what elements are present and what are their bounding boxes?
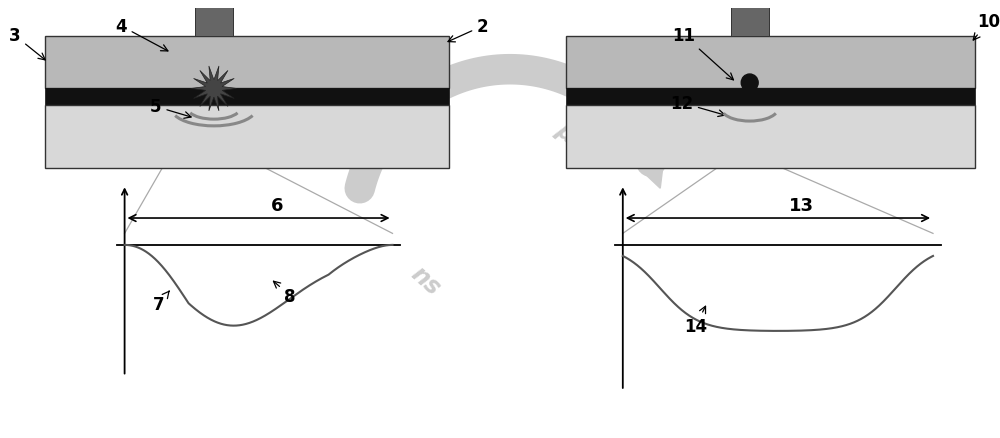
Text: 9: 9 [0,437,1,438]
Bar [566,36,975,89]
Bar [566,106,975,169]
Bar [195,0,233,36]
Text: 1: 1 [0,437,1,438]
Text: 14: 14 [684,307,707,336]
Bar [45,106,449,169]
Text: ns: ns [406,261,445,300]
Bar [566,89,975,106]
Bar [731,0,768,36]
Text: 10: 10 [973,13,1000,41]
Text: 11: 11 [673,27,733,81]
Bar [45,36,449,89]
Polygon shape [633,152,665,189]
Text: 7: 7 [153,291,169,314]
Text: 4: 4 [115,18,168,52]
Text: 13: 13 [789,197,814,215]
Text: 6: 6 [271,197,284,215]
Polygon shape [191,67,236,112]
Text: 8: 8 [273,282,296,305]
Text: 2: 2 [448,18,489,43]
Text: 5: 5 [150,98,191,119]
Text: 12: 12 [670,95,725,117]
Text: μs: μs [551,118,591,156]
Circle shape [741,75,758,92]
Bar [45,89,449,106]
Text: 3: 3 [9,27,45,61]
